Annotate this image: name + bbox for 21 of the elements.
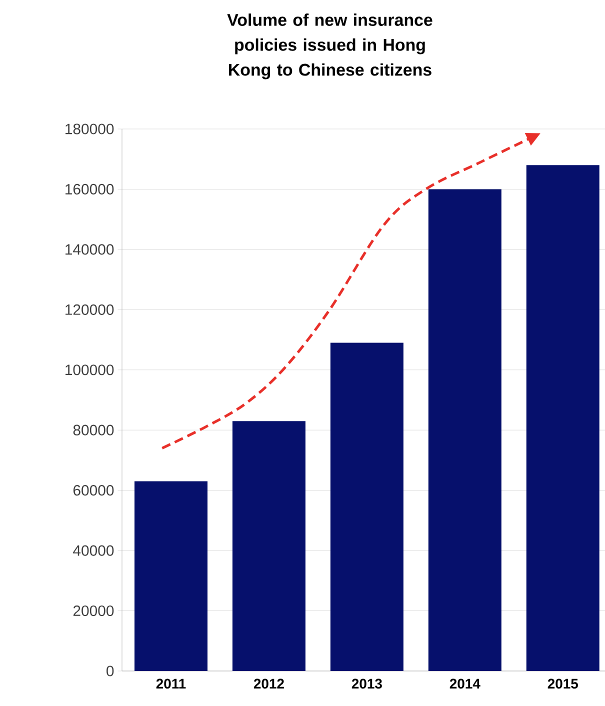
bar [134,481,208,671]
y-tick-label: 0 [106,666,114,676]
y-tick-label: 80000 [73,424,114,436]
y-tick-label: 100000 [66,364,114,376]
y-tick-label: 40000 [73,545,114,556]
x-tick-label: 2013 [352,678,382,689]
x-tick-label: 2012 [254,678,284,689]
x-tick-label: 2014 [450,678,480,689]
y-tick-label: 120000 [66,304,114,315]
bar [428,189,502,671]
y-tick-label: 20000 [73,605,114,616]
y-tick-label: 60000 [73,485,114,496]
bar [330,342,404,671]
x-tick-label: 2015 [548,678,578,689]
y-tick-label: 140000 [66,244,114,255]
bar [232,421,306,671]
x-tick-label: 2011 [156,678,186,689]
bar [526,165,600,671]
chart-title: Volume of new insurance policies issued in Hong Kong to Chinese citizens [227,14,432,80]
y-tick-label: 160000 [66,184,114,194]
y-tick-label: 180000 [66,124,114,134]
